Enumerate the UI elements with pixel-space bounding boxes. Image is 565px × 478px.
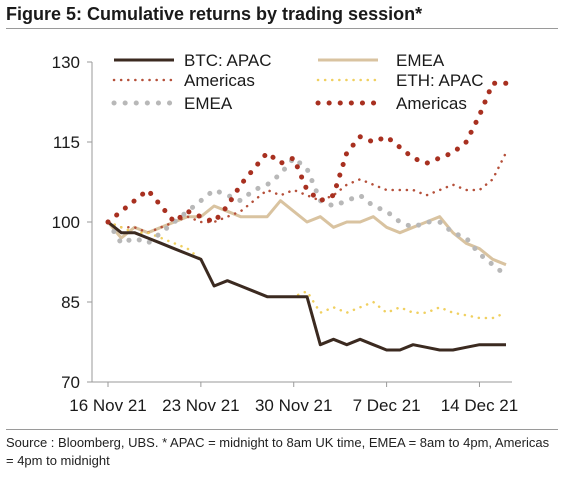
chart-title: Figure 5: Cumulative returns by trading … (6, 4, 423, 24)
series-lines (105, 80, 509, 352)
legend-label: BTC: APAC (184, 51, 272, 70)
series-line-5 (105, 80, 509, 225)
x-tick-label: 14 Dec 21 (441, 396, 519, 415)
title-rule (6, 28, 558, 29)
y-tick-label: 100 (52, 213, 80, 232)
x-tick-label: 30 Nov 21 (255, 396, 333, 415)
legend-label: EMEA (184, 94, 233, 113)
legend-label: Americas (396, 94, 467, 113)
series-line-3 (106, 220, 508, 320)
x-tick-label: 16 Nov 21 (69, 396, 147, 415)
series-line-0 (107, 220, 506, 352)
y-tick-label: 70 (61, 373, 80, 392)
source-note: Source : Bloomberg, UBS. * APAC = midnig… (6, 435, 550, 468)
y-tick-label: 130 (52, 53, 80, 72)
x-tick-label: 7 Dec 21 (353, 396, 421, 415)
axes: 70 85 100 115 130 16 Nov 21 23 Nov 21 30 Nov 21… (52, 53, 519, 415)
legend-label: EMEA (396, 51, 445, 70)
x-tick-label: 23 Nov 21 (162, 396, 240, 415)
y-tick-label: 85 (61, 293, 80, 312)
series-line-4 (105, 155, 509, 278)
legend-label: ETH: APAC (396, 71, 484, 90)
series-line-1 (106, 199, 507, 267)
source-rule (6, 429, 558, 430)
legend-label: Americas (184, 71, 255, 90)
y-tick-label: 115 (53, 133, 80, 152)
chart-svg: 70 85 100 115 130 16 Nov 21 23 Nov 21 30 Nov 21… (52, 51, 519, 415)
